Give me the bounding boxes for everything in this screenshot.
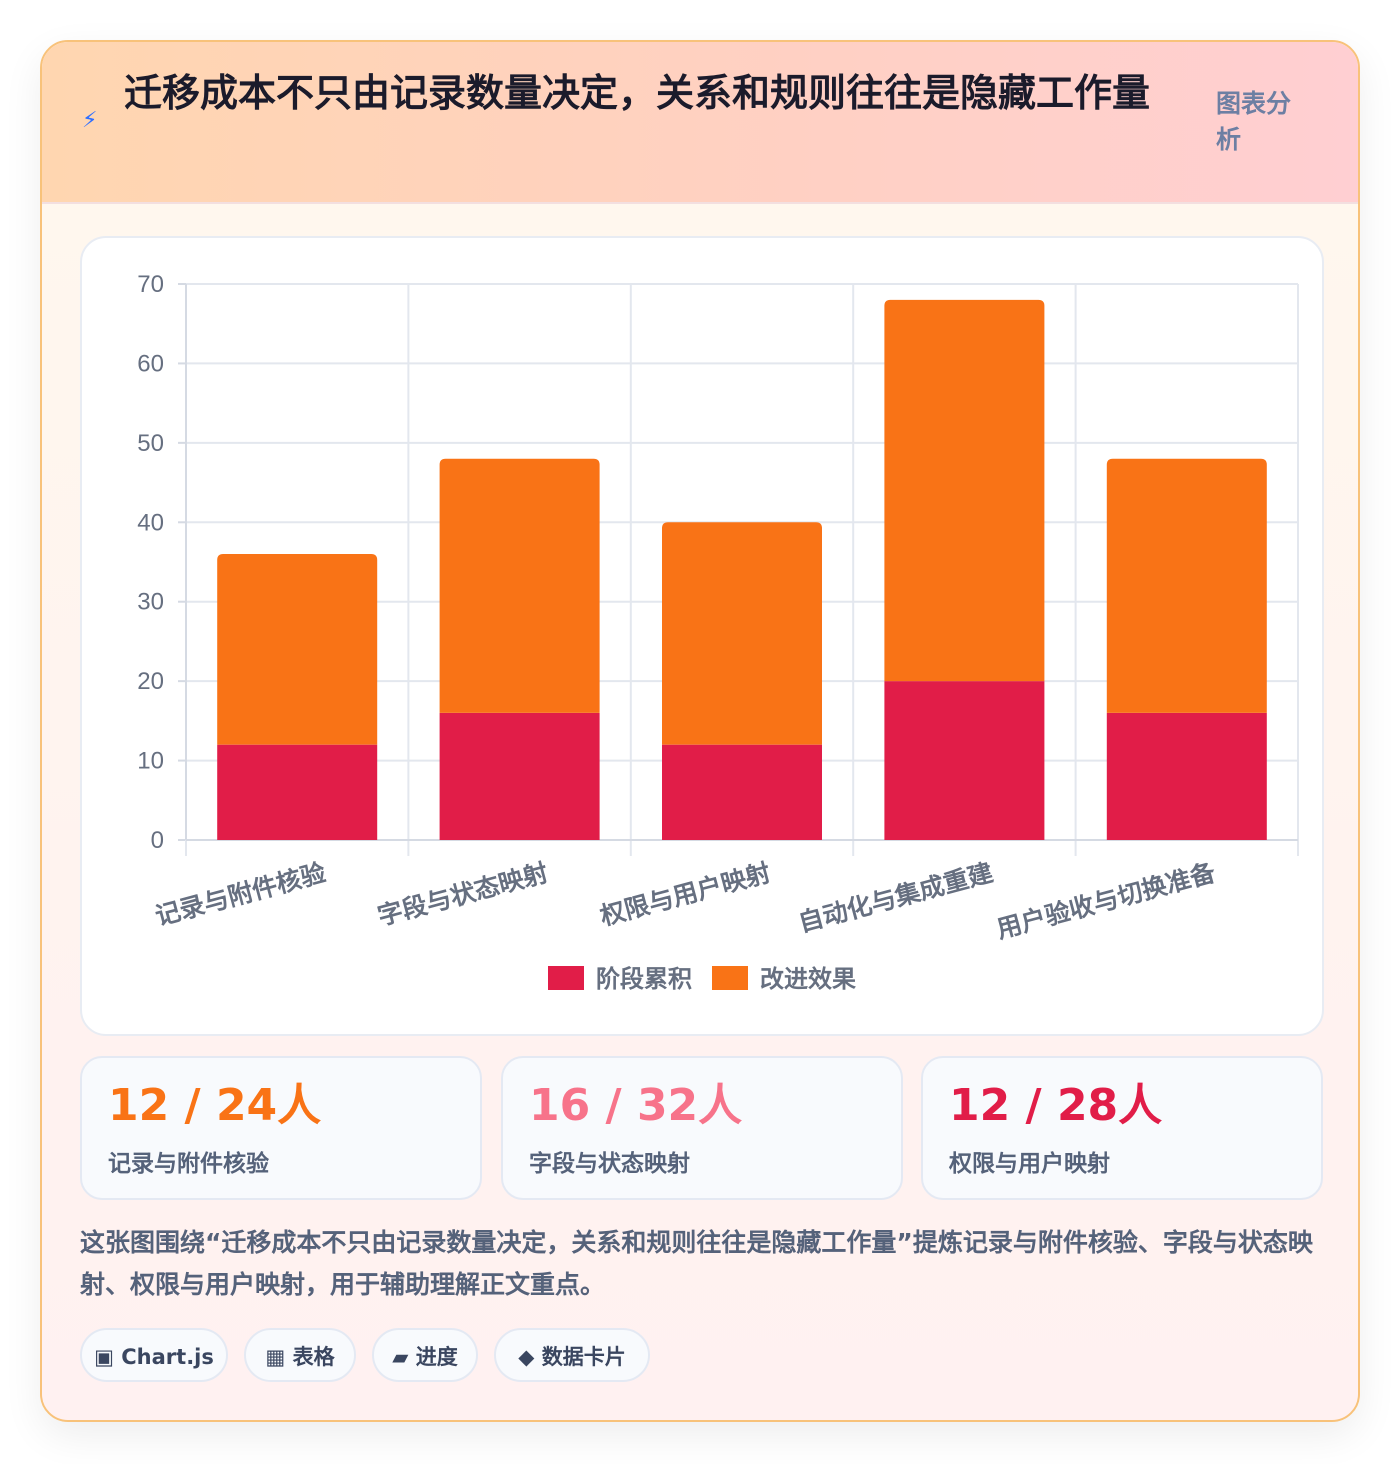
x-tick-label: 记录与附件核验 bbox=[152, 858, 329, 931]
y-tick-label: 20 bbox=[137, 668, 164, 695]
bar-2-5 bbox=[1106, 458, 1267, 713]
x-tick-label: 权限与用户映射 bbox=[596, 858, 774, 932]
chart-card: ⚡ 迁移成本不只由记录数量决定，关系和规则往往是隐藏工作量 图表分析 0 10 20… bbox=[40, 40, 1360, 1422]
stacked-bar-chart: 0 10 20 30 40 50 60 70 记录与附件核验 字段与状态映射 权限与用户映射 自动化与… bbox=[137, 271, 1299, 993]
stat-label: 记录与附件核验 bbox=[108, 1151, 269, 1177]
stat-value: 12 / 24人 bbox=[108, 1080, 322, 1131]
legend-swatch-1 bbox=[548, 966, 584, 990]
y-tick-label: 60 bbox=[137, 350, 164, 377]
legend-label-2: 改进效果 bbox=[760, 965, 856, 993]
stat-value: 16 / 32人 bbox=[529, 1080, 743, 1131]
x-tick-label: 字段与状态映射 bbox=[375, 858, 552, 931]
bar-1-4 bbox=[884, 681, 1045, 840]
bar-2-4 bbox=[884, 299, 1045, 682]
stat-card-3: 12 / 28人 权限与用户映射 bbox=[921, 1056, 1323, 1200]
legend-label-1: 阶段累积 bbox=[596, 965, 692, 993]
bar-1-2 bbox=[439, 712, 600, 840]
tag-chartjs[interactable]: ▣ Chart.js bbox=[80, 1328, 228, 1382]
bar-1-3 bbox=[662, 744, 822, 840]
category-badge: 图表分析 bbox=[1216, 89, 1292, 154]
y-tick-label: 10 bbox=[137, 748, 164, 775]
bar-2-1 bbox=[217, 554, 378, 745]
x-tick-label: 自动化与集成重建 bbox=[795, 858, 996, 938]
bar-2-3 bbox=[662, 522, 822, 745]
tag-table[interactable]: ▦ 表格 bbox=[244, 1328, 356, 1382]
stat-card-1: 12 / 24人 记录与附件核验 bbox=[80, 1056, 482, 1200]
y-tick-label: 30 bbox=[137, 589, 164, 616]
y-tick-label: 0 bbox=[151, 827, 164, 854]
card-header: ⚡ 迁移成本不只由记录数量决定，关系和规则往往是隐藏工作量 图表分析 bbox=[42, 42, 1358, 204]
stat-value: 12 / 28人 bbox=[949, 1080, 1163, 1131]
chart-panel: 0 10 20 30 40 50 60 70 记录与附件核验 字段与状态映射 权限与用户映射 自动化与… bbox=[80, 236, 1324, 1036]
tag-progress[interactable]: ▰ 进度 bbox=[372, 1328, 478, 1382]
y-tick-label: 50 bbox=[137, 430, 164, 457]
page-title: 迁移成本不只由记录数量决定，关系和规则往往是隐藏工作量 bbox=[124, 71, 1151, 115]
y-tick-label: 70 bbox=[137, 271, 164, 298]
y-tick-label: 40 bbox=[137, 509, 164, 536]
legend-swatch-2 bbox=[712, 966, 748, 990]
lightning-icon: ⚡ bbox=[82, 108, 98, 133]
bar-1-5 bbox=[1106, 712, 1267, 840]
tag-data-cards[interactable]: ◆ 数据卡片 bbox=[494, 1328, 650, 1382]
stat-label: 权限与用户映射 bbox=[949, 1151, 1110, 1177]
stat-card-2: 16 / 32人 字段与状态映射 bbox=[501, 1056, 903, 1200]
bar-2-2 bbox=[439, 458, 600, 713]
stat-label: 字段与状态映射 bbox=[529, 1151, 690, 1177]
bar-1-1 bbox=[217, 744, 378, 840]
x-tick-label: 用户验收与切换准备 bbox=[993, 858, 1219, 945]
chart-summary: 这张图围绕“迁移成本不只由记录数量决定，关系和规则往往是隐藏工作量”提炼记录与附… bbox=[80, 1228, 1313, 1299]
